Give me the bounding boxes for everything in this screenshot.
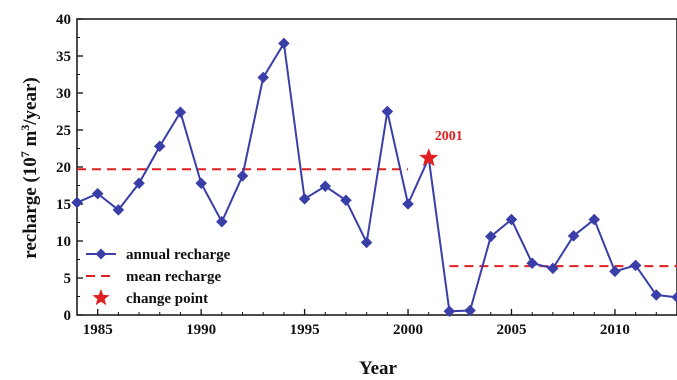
- y-tick-label: 15: [56, 197, 71, 213]
- data-point: [360, 236, 373, 249]
- data-point: [278, 37, 290, 50]
- data-point: [402, 198, 414, 210]
- legend-star-swatch: [92, 289, 110, 306]
- data-point: [381, 105, 394, 118]
- legend-label: mean recharge: [126, 269, 221, 285]
- y-tick-label: 10: [56, 234, 71, 250]
- y-tick-label: 35: [56, 49, 71, 65]
- data-point: [91, 187, 104, 200]
- x-tick-label: 2000: [393, 322, 423, 338]
- x-tick-label: 1985: [83, 322, 113, 338]
- data-point: [340, 194, 352, 207]
- y-tick-label: 20: [56, 160, 71, 176]
- y-tick-label: 25: [56, 123, 71, 139]
- data-point: [609, 265, 621, 278]
- data-point: [112, 204, 125, 216]
- ylabel-sup2: 3: [18, 125, 32, 131]
- change-point-label: 2001: [435, 129, 463, 144]
- change-point-star: [419, 148, 439, 167]
- ylabel-sup1: 7: [18, 151, 32, 157]
- data-point: [153, 140, 166, 153]
- y-axis-title: recharge (107 m3/year): [18, 77, 41, 259]
- data-point: [215, 215, 228, 228]
- data-point: [484, 230, 497, 243]
- x-tick-label: 2005: [496, 322, 526, 338]
- data-point: [174, 106, 187, 119]
- x-tick-label: 2010: [600, 322, 630, 338]
- y-tick-label: 40: [56, 12, 71, 28]
- x-tick-label: 1995: [290, 322, 320, 338]
- data-point: [526, 257, 539, 270]
- data-point: [650, 289, 663, 301]
- data-point: [236, 170, 249, 182]
- y-tick-label: 5: [64, 271, 72, 287]
- data-point: [547, 262, 559, 275]
- x-axis-title: Year: [359, 358, 398, 379]
- data-point: [443, 305, 456, 318]
- x-tick-label: 1990: [186, 322, 216, 338]
- data-point: [505, 213, 518, 226]
- data-point: [319, 180, 332, 193]
- data-point: [629, 259, 642, 272]
- data-point: [195, 177, 207, 190]
- data-point: [671, 291, 677, 304]
- data-point: [71, 196, 83, 209]
- annual-recharge-line: [76, 40, 677, 313]
- ylabel-tail: /year): [20, 77, 41, 125]
- data-point: [567, 229, 580, 242]
- data-point: [298, 192, 311, 205]
- data-point: [588, 213, 601, 226]
- data-point: [133, 177, 145, 190]
- data-point: [464, 304, 476, 317]
- legend-label: annual recharge: [126, 247, 231, 263]
- ylabel-mid: m: [20, 131, 41, 152]
- legend-label: change point: [126, 291, 208, 307]
- data-point: [257, 71, 270, 84]
- legend-diamond-swatch: [95, 248, 107, 260]
- ylabel-main: recharge (10: [20, 157, 41, 258]
- y-tick-label: 0: [64, 308, 72, 324]
- y-tick-label: 30: [56, 86, 71, 102]
- plot-area: 0 5 10 15 20 25 30 35 40 1985 1990 1995 2000 2005 2010…: [56, 12, 677, 338]
